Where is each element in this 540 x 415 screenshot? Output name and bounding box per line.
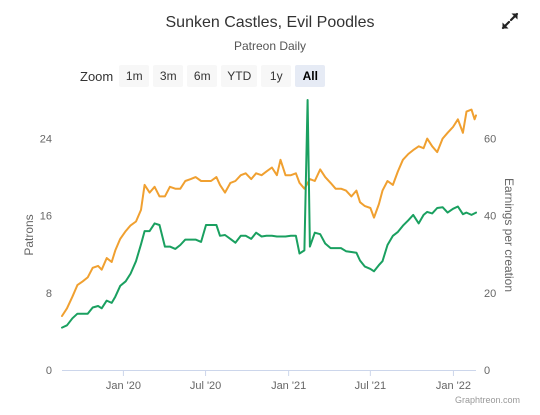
y-right-tick-label: 20 — [484, 288, 496, 300]
x-tick-label: Jan '22 — [436, 380, 471, 392]
zoom-1m-button[interactable]: 1m — [119, 65, 150, 87]
y-right-tick-label: 0 — [484, 365, 490, 377]
chart-subtitle: Patreon Daily — [233, 39, 307, 53]
chart-title: Sunken Castles, Evil Poodles — [165, 14, 375, 31]
zoom-6m-button[interactable]: 6m — [187, 65, 218, 87]
zoom-ytd-button[interactable]: YTD — [221, 65, 258, 87]
series-line-1 — [61, 108, 477, 317]
zoom-1y-button[interactable]: 1y — [261, 65, 292, 87]
x-tick-label: Jan '20 — [106, 380, 141, 392]
y-right-tick-label: 40 — [484, 211, 496, 223]
y-left-tick-label: 24 — [40, 134, 52, 146]
y-left-tick-label: 0 — [46, 365, 52, 377]
series-line-2 — [61, 99, 477, 329]
expand-arrows-icon[interactable] — [499, 10, 521, 32]
zoom-3m-button[interactable]: 3m — [153, 65, 184, 87]
zoom-toolbar: Zoom 1m 3m 6m YTD 1y All — [80, 64, 329, 88]
x-tick-label: Jul '20 — [190, 380, 221, 392]
y-right-axis-title: Earnings per creation — [502, 178, 516, 292]
zoom-label: Zoom — [80, 68, 114, 84]
zoom-all-button[interactable]: All — [295, 65, 326, 87]
y-left-tick-label: 16 — [40, 211, 52, 223]
y-left-axis-title: Patrons — [22, 214, 36, 255]
y-left-tick-label: 8 — [46, 288, 52, 300]
x-tick-label: Jul '21 — [355, 380, 386, 392]
y-right-tick-label: 60 — [484, 134, 496, 146]
credits-link[interactable]: Graphtreon.com — [454, 395, 520, 405]
x-tick-label: Jan '21 — [271, 380, 306, 392]
